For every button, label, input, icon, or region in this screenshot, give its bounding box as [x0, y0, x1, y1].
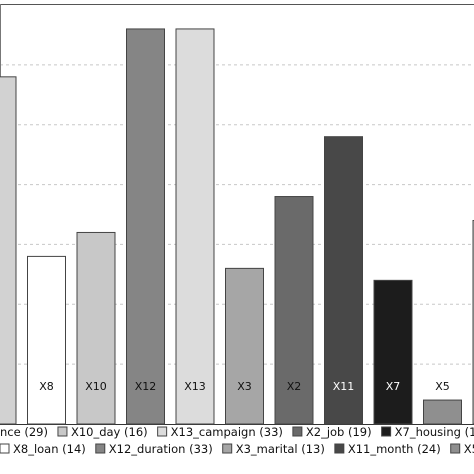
- legend-swatch: [381, 426, 392, 437]
- legend-swatch: [95, 443, 106, 454]
- legend-swatch: [57, 426, 68, 437]
- bars: [0, 28, 474, 425]
- bar-label: X5: [435, 380, 450, 393]
- legend-swatch: [334, 443, 345, 454]
- legend-entry: X11_month (24): [348, 442, 441, 456]
- bar-label: X11: [333, 380, 355, 393]
- bar-label: X13: [184, 380, 206, 393]
- bar-label: X10: [85, 380, 107, 393]
- legend-entry: X2_job (19): [306, 425, 372, 439]
- bar-x5: [423, 399, 462, 425]
- legend-swatch: [157, 426, 168, 437]
- legend-swatch: [0, 443, 10, 454]
- legend-entry: X12_duration (33): [109, 442, 213, 456]
- legend-entry: X3_marital (13): [236, 442, 325, 456]
- bar-x11: [324, 136, 363, 425]
- bar-x3: [225, 267, 264, 425]
- legend-entry: X13_campaign (33): [171, 425, 283, 439]
- bar-6: [0, 76, 17, 425]
- bar-x10: [76, 231, 116, 425]
- bar-x13: [175, 28, 215, 425]
- legend-entry: nce (29): [0, 425, 48, 439]
- legend-entry: X8_loan (14): [13, 442, 86, 456]
- bar-x2: [274, 196, 314, 425]
- legend-swatch: [292, 426, 303, 437]
- legend-entry: X7_housing (12): [395, 425, 474, 439]
- bar-x12: [126, 28, 165, 425]
- bar-label: X12: [135, 380, 157, 393]
- bar-label: 6: [0, 380, 1, 393]
- bar-label: X7: [386, 380, 401, 393]
- legend: nce (29) X10_day (16) X13_campaign (33) X2_…: [0, 425, 474, 456]
- bar-label: X2: [287, 380, 302, 393]
- bar-x7: [373, 279, 413, 425]
- legend-swatch: [450, 443, 461, 454]
- bar-label: X8: [39, 380, 54, 393]
- bar-labels: 6 X8 X10 X12 X13 X3 X2 X11 X7 X5: [0, 380, 450, 393]
- legend-entry: X10_day (16): [71, 425, 148, 439]
- legend-entry: X5_default: [464, 442, 474, 456]
- bar-label: X3: [237, 380, 252, 393]
- legend-swatch: [222, 443, 233, 454]
- bar-x8: [27, 255, 66, 425]
